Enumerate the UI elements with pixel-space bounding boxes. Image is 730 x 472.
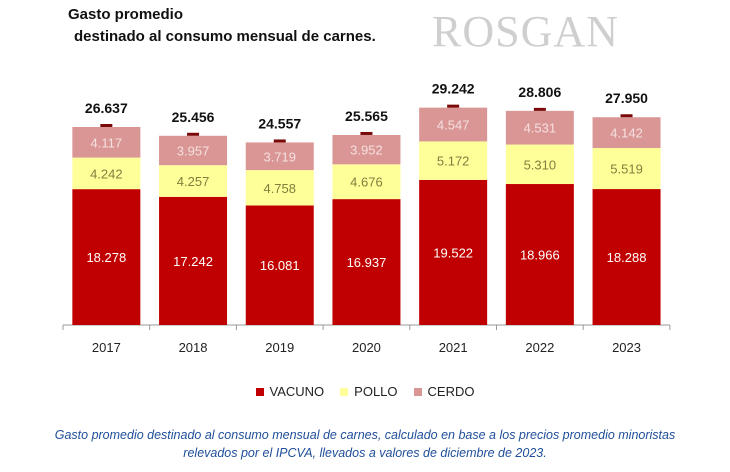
data-label: 4.676	[350, 175, 383, 190]
x-tick-label: 2022	[525, 340, 554, 355]
data-label: 4.547	[437, 118, 470, 133]
caption-line2: relevados por el IPCVA, llevados a valor…	[183, 446, 547, 460]
bar-cerdo	[505, 110, 574, 145]
data-label: 5.519	[610, 162, 643, 177]
data-label: 3.952	[350, 143, 383, 158]
bar-pollo	[419, 141, 488, 180]
bar-vacuno	[159, 196, 228, 325]
total-label: 29.242	[432, 81, 475, 97]
x-tick-label: 2019	[265, 340, 294, 355]
data-label: 17.242	[173, 254, 213, 269]
data-label: 16.937	[347, 255, 387, 270]
data-label: 5.172	[437, 154, 470, 169]
data-label: 4.257	[177, 174, 210, 189]
total-label: 24.557	[258, 115, 301, 131]
chart-title-line2: destinado al consumo mensual de carnes.	[74, 28, 376, 45]
rosgan-logo: ROSGAN	[432, 7, 619, 56]
legend-item-pollo: POLLO	[340, 384, 398, 399]
total-label: 28.806	[518, 84, 561, 100]
legend-swatch	[255, 388, 264, 396]
caption-line1: Gasto promedio destinado al consumo mens…	[54, 428, 676, 442]
data-label: 3.957	[177, 143, 210, 158]
error-cap	[533, 107, 546, 111]
error-cap	[447, 104, 460, 108]
bar-pollo	[332, 164, 401, 200]
legend: VACUNO POLLO CERDO	[0, 384, 730, 399]
error-cap	[187, 132, 200, 136]
error-cap	[273, 139, 286, 143]
bar-vacuno	[419, 179, 488, 325]
data-label: 16.081	[260, 258, 300, 273]
total-label: 26.637	[85, 100, 128, 116]
error-cap	[360, 131, 373, 135]
total-label: 25.456	[172, 109, 215, 125]
bar-chart: 18.278 4.242 4.117 26.637 2017 17.242 4.257 3.9…	[62, 81, 671, 355]
total-label: 25.565	[345, 108, 388, 124]
bar-vacuno	[505, 184, 574, 325]
x-tick-label: 2017	[92, 340, 121, 355]
bar-vacuno	[72, 189, 141, 325]
total-label: 27.950	[605, 90, 648, 106]
legend-label: POLLO	[354, 384, 398, 399]
bar-pollo	[159, 165, 228, 197]
chart-title-line1: Gasto promedio	[68, 6, 184, 23]
data-label: 4.531	[524, 121, 557, 136]
x-tick-label: 2018	[179, 340, 208, 355]
x-tick-label: 2021	[439, 340, 468, 355]
data-label: 4.142	[610, 126, 643, 141]
x-tick-label: 2023	[612, 340, 641, 355]
legend-label: CERDO	[427, 384, 475, 399]
data-label: 5.310	[524, 157, 557, 172]
bar-pollo	[72, 157, 141, 190]
data-label: 18.278	[86, 250, 126, 265]
bar-cerdo	[592, 117, 661, 149]
data-label: 4.758	[263, 181, 296, 196]
bar-pollo	[592, 148, 661, 190]
bar-vacuno	[332, 199, 401, 325]
data-label: 19.522	[433, 245, 473, 260]
error-cap	[620, 114, 633, 118]
bar-cerdo	[419, 107, 488, 142]
legend-label: VACUNO	[269, 384, 325, 399]
bar-cerdo	[332, 134, 401, 165]
error-cap	[100, 124, 113, 127]
bar-cerdo	[245, 142, 314, 171]
data-label: 18.288	[607, 250, 647, 265]
legend-swatch	[413, 388, 422, 396]
x-tick-label: 2020	[352, 340, 381, 355]
bar-pollo	[245, 170, 314, 206]
bar-cerdo	[159, 135, 228, 166]
data-label: 4.242	[90, 166, 123, 181]
data-label: 3.719	[263, 149, 296, 164]
legend-item-cerdo: CERDO	[413, 384, 475, 399]
bar-cerdo	[72, 127, 141, 158]
data-label: 4.117	[91, 135, 123, 150]
legend-item-vacuno: VACUNO	[255, 384, 325, 399]
bar-vacuno	[592, 189, 661, 325]
legend-swatch	[340, 388, 349, 396]
bar-vacuno	[245, 205, 314, 325]
data-label: 18.966	[520, 248, 560, 263]
bar-pollo	[505, 144, 574, 185]
